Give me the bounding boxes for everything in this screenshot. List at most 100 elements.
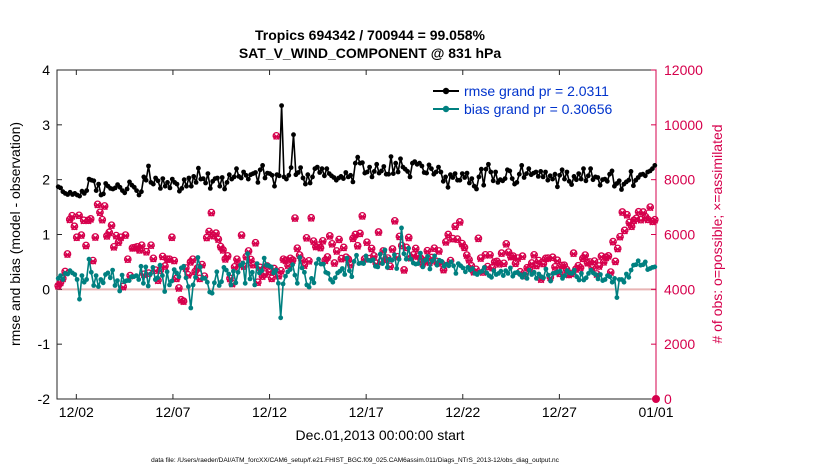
bias-point — [311, 280, 317, 286]
rmse-point — [514, 180, 520, 185]
bias-point — [119, 272, 125, 278]
rmse-point — [619, 187, 624, 192]
rmse-point — [490, 178, 496, 184]
obs-assimilated-point — [224, 253, 232, 261]
obs-assimilated-point — [333, 248, 341, 256]
rmse-point — [607, 171, 612, 177]
bias-point — [164, 269, 170, 275]
obs-assimilated-point — [623, 212, 631, 219]
rmse-point — [350, 179, 356, 185]
rmse-point — [381, 164, 387, 169]
obs-assimilated-point — [539, 261, 548, 268]
bias-point — [188, 305, 194, 311]
rmse-point — [545, 177, 551, 183]
rmse-point — [272, 183, 277, 189]
rmse-point — [609, 168, 615, 174]
bias-point — [607, 274, 613, 280]
bias-point — [576, 277, 582, 283]
bias-point — [602, 277, 608, 282]
rmse-point — [571, 174, 577, 179]
bias-point — [406, 245, 411, 251]
obs-possible-point — [121, 231, 130, 239]
bias-point — [420, 264, 426, 270]
bias-point — [242, 280, 248, 286]
obs-possible-point — [442, 238, 450, 246]
rmse-point — [217, 183, 223, 189]
bias-point — [361, 261, 366, 266]
bias-point — [254, 261, 260, 266]
rmse-point — [628, 169, 634, 174]
obs-possible-point — [367, 244, 376, 253]
bias-point — [245, 251, 251, 257]
rmse-point — [426, 162, 432, 168]
rmse-point — [260, 163, 265, 168]
obs-assimilated-point — [627, 223, 636, 231]
bias-point — [325, 271, 331, 276]
rmse-point — [305, 172, 311, 178]
bias-point — [88, 269, 94, 275]
bias-point — [278, 315, 284, 321]
legend-bias-label: bias grand pr = 0.30656 — [464, 101, 612, 117]
y-right-tick-label-4: 8000 — [664, 172, 695, 188]
obs-possible-point — [650, 215, 659, 224]
obs-assimilated-point — [66, 216, 74, 224]
x-tick-label-3: 12/17 — [349, 404, 384, 420]
obs-assimilated-point — [621, 227, 629, 235]
bias-point — [167, 282, 172, 288]
rmse-point — [222, 186, 228, 192]
rmse-point — [238, 175, 244, 181]
obs-assimilated-point — [590, 258, 599, 266]
rmse-point — [398, 156, 403, 162]
bias-point — [216, 283, 222, 288]
rmse-point — [160, 176, 166, 182]
bias-point — [524, 276, 530, 281]
obs-possible-point — [251, 238, 260, 247]
obs-possible-point — [307, 213, 316, 222]
rmse-point — [58, 185, 63, 191]
rmse-point — [143, 177, 149, 183]
obs-assimilated-point — [107, 222, 116, 230]
x-tick-label-4: 12/22 — [445, 404, 480, 420]
bias-point — [500, 273, 506, 278]
y-left-tick-label-4: 2 — [42, 172, 50, 188]
bias-point — [290, 262, 295, 268]
rmse-point — [459, 171, 465, 177]
rmse-point — [483, 166, 489, 172]
obs-assimilated-point — [518, 253, 527, 261]
obs-assimilated-point — [400, 267, 408, 274]
bias-point — [209, 290, 215, 296]
obs-possible-point — [609, 237, 617, 246]
rmse-point — [174, 181, 180, 187]
bias-point — [598, 272, 603, 277]
x-tick-label-2: 12/12 — [252, 404, 287, 420]
bias-point — [479, 268, 485, 274]
rmse-point — [581, 166, 586, 172]
rmse-point — [552, 171, 558, 177]
rmse-point — [284, 176, 289, 182]
obs-assimilated-point — [611, 258, 620, 266]
bias-point — [252, 282, 258, 288]
x-tick-label-6: 01/01 — [638, 404, 673, 420]
obs-assimilated-point — [363, 239, 371, 247]
rmse-point — [578, 176, 584, 182]
rmse-point — [191, 174, 197, 179]
rmse-point — [574, 177, 579, 183]
obs-possible-point — [147, 241, 155, 250]
obs-assimilated-point — [96, 209, 104, 217]
rmse-point — [583, 178, 589, 184]
rmse-point — [626, 177, 632, 183]
obs-assimilated-point — [405, 235, 413, 242]
rmse-point — [231, 174, 237, 180]
rmse-point — [538, 169, 544, 174]
bias-point — [273, 267, 279, 273]
bias-point — [72, 272, 78, 277]
bias-point — [79, 273, 85, 278]
bias-point — [384, 265, 390, 270]
bias-point — [425, 254, 430, 259]
y-right-tick-label-1: 2000 — [664, 336, 695, 352]
obs-possible-point — [569, 249, 578, 257]
obs-possible-point — [100, 202, 109, 210]
bias-point — [133, 273, 139, 278]
bias-point — [223, 267, 229, 273]
obs-assimilated-point — [189, 256, 197, 264]
